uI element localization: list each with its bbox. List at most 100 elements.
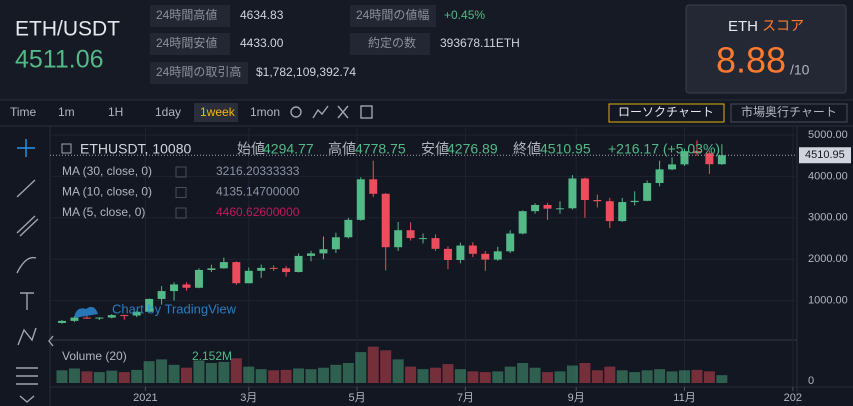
chart-type[interactable]: ローソクチャート <box>618 105 714 119</box>
volume-bar <box>280 369 292 383</box>
candle-body <box>207 268 216 270</box>
volume-bar <box>305 369 317 383</box>
candle-body <box>294 255 303 273</box>
last-price-label: 4510.95 <box>805 149 845 161</box>
stat-value: 4433.00 <box>240 36 284 50</box>
y-tick-label: 2000.00 <box>808 253 848 265</box>
candle-body <box>282 268 291 273</box>
volume-bar <box>56 370 68 383</box>
stat-value: 393678.11ETH <box>440 36 520 50</box>
x-tick-label: 7月 <box>457 392 474 404</box>
candle-body <box>518 211 527 234</box>
volume-bar <box>703 371 715 383</box>
stat-value: +0.45% <box>444 8 485 22</box>
ohlc-label: 安値 <box>421 141 449 157</box>
x-tick-label: 202 <box>784 392 802 404</box>
volume-bar <box>131 369 143 383</box>
volume-bar <box>579 363 591 383</box>
stat-label: 24時間の取引高 <box>156 64 241 79</box>
x-tick-label: 9月 <box>568 392 585 404</box>
candle-body <box>531 204 540 212</box>
candle-body <box>244 270 253 284</box>
interval[interactable]: 1mon <box>250 105 280 119</box>
interval: Time <box>10 105 37 119</box>
chart-type-button[interactable] <box>730 103 848 123</box>
watermark-logo <box>74 306 98 318</box>
change: +216.17 (+5.03%) <box>608 141 720 157</box>
candle-body <box>630 200 639 203</box>
ohlc-label: 終値 <box>513 141 541 157</box>
volume-bar <box>542 372 554 383</box>
ohlc-value: 4276.89 <box>447 141 498 157</box>
ohlc-label: 高値 <box>328 141 356 157</box>
candle-body <box>132 311 141 316</box>
candle-body <box>543 204 552 209</box>
volume-bar <box>218 361 230 383</box>
x-tick-label: 3月 <box>240 392 257 404</box>
candle-body <box>319 249 328 254</box>
candle-body <box>331 237 340 250</box>
volume-bar <box>380 350 392 383</box>
candle-body <box>82 317 91 319</box>
volume-bar <box>554 371 566 383</box>
candle-body <box>170 284 179 292</box>
volume-label: Volume (20) <box>62 349 127 363</box>
candle-body <box>717 155 726 165</box>
pair: ETH/USDT <box>15 18 120 41</box>
candle-body <box>219 262 228 269</box>
volume-bar <box>666 371 678 383</box>
candle-body <box>194 269 203 288</box>
stat-label: 約定の数 <box>368 35 416 50</box>
volume-bar <box>591 370 603 383</box>
candle-body <box>107 315 116 318</box>
volume-bar <box>330 364 342 383</box>
volume-bar <box>68 368 80 383</box>
interval[interactable]: 1week <box>200 105 236 119</box>
stat-label: 24時間安値 <box>156 35 217 50</box>
candle-body <box>394 230 403 248</box>
ma-settings <box>175 207 187 219</box>
candle-body <box>257 267 266 271</box>
ma-name: MA (10, close, 0) <box>62 185 152 199</box>
volume-bar <box>479 372 491 383</box>
candle-body <box>157 291 166 299</box>
candle-body <box>618 202 627 222</box>
volume-last: 2.152M <box>192 349 232 363</box>
ma-value: 4460.62600000 <box>216 205 300 219</box>
x-tick-label: 2021 <box>133 392 157 404</box>
volume-bar <box>467 371 479 383</box>
volume-bar <box>193 360 205 383</box>
volume-bar <box>181 367 192 383</box>
y-tick-label: 3000.00 <box>808 212 848 224</box>
volume-tick-label: 0 <box>808 375 814 387</box>
volume-bar <box>430 367 441 383</box>
candle-body <box>692 151 701 154</box>
toolbar-icons <box>290 105 373 119</box>
volume-bar <box>716 375 728 383</box>
interval[interactable]: 1H <box>108 105 123 119</box>
last-price-tag <box>799 147 851 164</box>
volume-bar <box>156 359 168 383</box>
ma-name: MA (5, close, 0) <box>62 205 145 219</box>
candle-body <box>406 230 415 239</box>
interval[interactable]: 1m <box>58 105 75 119</box>
candle-body <box>468 245 477 254</box>
volume-bar <box>230 358 242 383</box>
candle-body <box>369 179 378 194</box>
chart-type[interactable]: 市場奥行チャート <box>741 104 837 119</box>
candle-body <box>493 251 502 260</box>
ohlc-value: 4294.77 <box>263 141 314 157</box>
candle-body <box>643 183 652 201</box>
volume-bar <box>355 352 367 383</box>
volume-bar <box>454 369 466 383</box>
score-value: 8.88 <box>716 40 786 81</box>
chart-type-button[interactable] <box>608 103 725 123</box>
volume-bar <box>566 365 578 383</box>
volume-bar <box>392 359 404 383</box>
candle-body <box>419 238 428 240</box>
interval[interactable]: 1day <box>155 105 181 119</box>
ohlc-value: 4510.95 <box>540 141 591 157</box>
volume-bar <box>629 372 641 383</box>
